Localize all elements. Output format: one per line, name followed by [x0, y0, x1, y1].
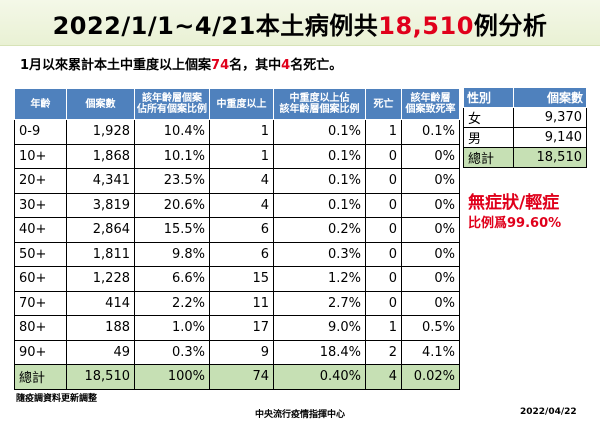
gender-row: 女 9,370 [463, 107, 587, 128]
death-count: 4 [281, 58, 291, 73]
summary-line: 1月以來累計本土中重度以上個案74名，其中4名死亡。 [20, 58, 343, 73]
header-gender-cases: 個案數 [513, 87, 587, 108]
header-cases: 個案數 [66, 88, 135, 120]
header-fatality-rate: 該年齡層 個案致死率 [401, 88, 460, 120]
age-breakdown-table: 年齡 個案數 該年齡層個案 佔所有個案比例 中重度以上 中重度以上佔 該年齡層個… [14, 88, 460, 390]
table-row: 90+ 49 0.3% 9 18.4% 2 4.1% [14, 339, 460, 365]
header-age: 年齡 [14, 88, 67, 120]
footer-source: 中央流行疫情指揮中心 [254, 410, 345, 420]
table-row: 60+ 1,228 6.6% 15 1.2% 0 0% [14, 266, 460, 292]
mild-cases-label: 無症狀/輕症 [468, 193, 560, 213]
table-row: 0-9 1,928 10.4% 1 0.1% 1 0.1% [14, 119, 460, 145]
table-row: 30+ 3,819 20.6% 4 0.1% 0 0% [14, 192, 460, 218]
header-case-share: 該年齡層個案 佔所有個案比例 [134, 88, 210, 120]
gender-total-row: 總計 18,510 [463, 147, 587, 168]
total-cases-number: 18,510 [378, 12, 474, 40]
severe-count: 74 [211, 58, 230, 73]
header-severe-share: 中重度以上佔 該年齡層個案比例 [273, 88, 366, 120]
table-header-row: 年齡 個案數 該年齡層個案 佔所有個案比例 中重度以上 中重度以上佔 該年齡層個… [14, 88, 460, 120]
gender-table: 性別 個案數 女 9,370 男 9,140 總計 18,510 [463, 87, 587, 168]
page-title: 2022/1/1~4/21本土病例共18,510例分析 [52, 12, 548, 40]
gender-row: 男 9,140 [463, 127, 587, 148]
table-row: 20+ 4,341 23.5% 4 0.1% 0 0% [14, 168, 460, 194]
header-deaths: 死亡 [365, 88, 402, 120]
footer-note: 隨疫調資料更新調整 [16, 394, 98, 404]
table-row: 70+ 414 2.2% 11 2.7% 0 0% [14, 290, 460, 316]
table-row: 50+ 1,811 9.8% 6 0.3% 0 0% [14, 241, 460, 267]
gender-header-row: 性別 個案數 [463, 87, 587, 108]
header-severe: 中重度以上 [209, 88, 274, 120]
title-band [0, 0, 600, 46]
table-row: 80+ 188 1.0% 17 9.0% 1 0.5% [14, 315, 460, 341]
mild-cases-ratio: 比例爲99.60% [468, 216, 562, 231]
footer-date: 2022/04/22 [520, 407, 577, 417]
table-total-row: 總計 18,510 100% 74 0.40% 4 0.02% [14, 364, 460, 390]
table-row: 10+ 1,868 10.1% 1 0.1% 0 0% [14, 143, 460, 169]
header-gender: 性別 [463, 87, 514, 108]
table-row: 40+ 2,864 15.5% 6 0.2% 0 0% [14, 217, 460, 243]
